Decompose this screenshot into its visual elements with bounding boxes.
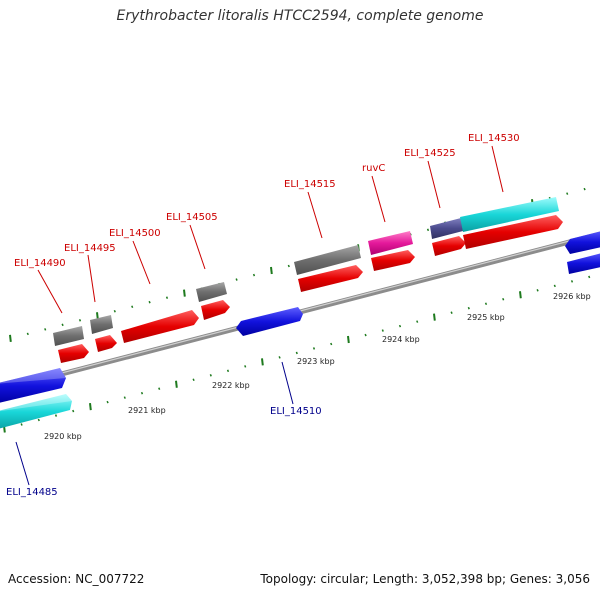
reverse-callouts <box>15 361 294 486</box>
tick-mark <box>502 297 505 301</box>
tick-mark <box>165 296 169 299</box>
gene-label-ELI_14485[interactable]: ELI_14485 <box>6 487 58 498</box>
tick-mark <box>175 380 178 388</box>
tick-mark <box>54 414 58 417</box>
gene-right-blue-1[interactable] <box>565 230 600 254</box>
tick-mark <box>261 358 264 366</box>
tick-mark <box>235 278 238 281</box>
gene-right-blue-2[interactable] <box>567 252 600 274</box>
gene-ELI_14485-blue[interactable] <box>0 368 66 404</box>
tick-mark <box>330 342 333 346</box>
tick-mark <box>426 228 430 232</box>
kbp-label-2926: 2926 kbp <box>553 292 591 301</box>
accession-text: Accession: NC_007722 <box>8 572 145 586</box>
tick-mark <box>96 312 99 320</box>
tick-mark <box>20 423 23 426</box>
gene-label-ruvC[interactable]: ruvC <box>362 163 385 174</box>
tick-mark <box>192 378 195 382</box>
tick-mark <box>287 264 290 268</box>
gene-label-ELI_14525[interactable]: ELI_14525 <box>404 148 456 159</box>
tick-mark <box>536 289 539 292</box>
tick-mark <box>270 266 273 275</box>
tick-mark <box>553 284 556 288</box>
gene-label-ELI_14500[interactable]: ELI_14500 <box>109 228 161 239</box>
gene-label-ELI_14515[interactable]: ELI_14515 <box>284 179 336 190</box>
tick-mark <box>183 289 186 297</box>
tick-mark <box>381 329 384 332</box>
tick-mark <box>148 300 151 304</box>
tick-mark <box>244 365 247 368</box>
gene-ELI_14510[interactable] <box>236 307 303 336</box>
tick-mark <box>106 400 109 404</box>
forward-callouts <box>37 145 504 314</box>
gene-label-ELI_14530[interactable]: ELI_14530 <box>468 133 520 144</box>
tick-mark <box>72 409 75 413</box>
tick-mark <box>89 402 92 411</box>
tick-mark <box>78 319 82 322</box>
tick-mark <box>113 309 116 313</box>
tick-mark <box>347 335 350 344</box>
kbp-label-2920: 2920 kbp <box>44 432 82 441</box>
gene-ELI_14525-purple[interactable] <box>430 218 463 239</box>
gene-ELI_14515-gray[interactable] <box>294 245 361 275</box>
tick-mark <box>37 418 40 422</box>
tick-mark <box>158 387 161 390</box>
gene-ELI_14505-red[interactable] <box>201 300 230 320</box>
gene-ELI_14525-red[interactable] <box>432 236 466 256</box>
kbp-label-2921: 2921 kbp <box>128 406 166 415</box>
gene-ruvC-red[interactable] <box>371 250 415 271</box>
gene-label-ELI_14490[interactable]: ELI_14490 <box>14 258 66 269</box>
gene-ELI_14495-gray[interactable] <box>90 315 113 334</box>
tick-mark <box>566 192 569 195</box>
tick-mark <box>140 391 144 395</box>
gene-ELI_14505-gray[interactable] <box>196 282 227 302</box>
gene-ELI_14485-cyan[interactable] <box>0 394 72 430</box>
tick-mark <box>450 311 453 314</box>
tick-mark <box>226 369 230 373</box>
genome-title: Erythrobacter litoralis HTCC2594, comple… <box>116 8 484 24</box>
gene-ELI_14495-red[interactable] <box>95 335 117 352</box>
tick-mark <box>61 323 64 327</box>
tick-mark <box>583 187 586 191</box>
kbp-label-2923: 2923 kbp <box>297 357 335 366</box>
gene-ELI_14515-red[interactable] <box>298 265 363 292</box>
tick-mark <box>433 313 436 321</box>
gene-ELI_14500-red[interactable] <box>121 310 199 343</box>
tick-mark <box>123 396 126 399</box>
gene-label-ELI_14505[interactable]: ELI_14505 <box>166 212 218 223</box>
tick-mark <box>9 334 12 343</box>
kbp-label-2922: 2922 kbp <box>212 381 250 390</box>
gene-ELI_14530-cyan[interactable] <box>460 197 559 232</box>
gene-ELI_14530-red[interactable] <box>463 215 563 249</box>
tick-mark <box>252 273 256 277</box>
gene-ruvC-magenta[interactable] <box>368 231 413 255</box>
tick-mark <box>312 347 316 350</box>
kbp-label-2924: 2924 kbp <box>382 335 420 344</box>
tick-mark <box>278 356 281 359</box>
tick-mark <box>295 351 298 355</box>
tick-mark <box>484 302 488 306</box>
gene-ELI_14490-red[interactable] <box>58 344 89 363</box>
kbp-label-2925: 2925 kbp <box>467 313 505 322</box>
tick-mark <box>570 280 574 283</box>
gene-label-ELI_14495[interactable]: ELI_14495 <box>64 243 116 254</box>
tick-mark <box>364 333 367 337</box>
genome-summary: Topology: circular; Length: 3,052,398 bp… <box>260 572 590 586</box>
tick-mark <box>588 275 591 279</box>
tick-mark <box>44 328 47 331</box>
gene-ELI_14490-gray[interactable] <box>53 326 84 346</box>
tick-mark <box>416 320 419 323</box>
tick-mark <box>467 306 470 310</box>
tick-mark <box>398 324 402 328</box>
tick-mark <box>26 332 29 336</box>
tick-mark <box>209 374 212 377</box>
gene-label-ELI_14510[interactable]: ELI_14510 <box>270 406 322 417</box>
tick-mark <box>519 291 522 299</box>
tick-mark <box>131 305 134 309</box>
